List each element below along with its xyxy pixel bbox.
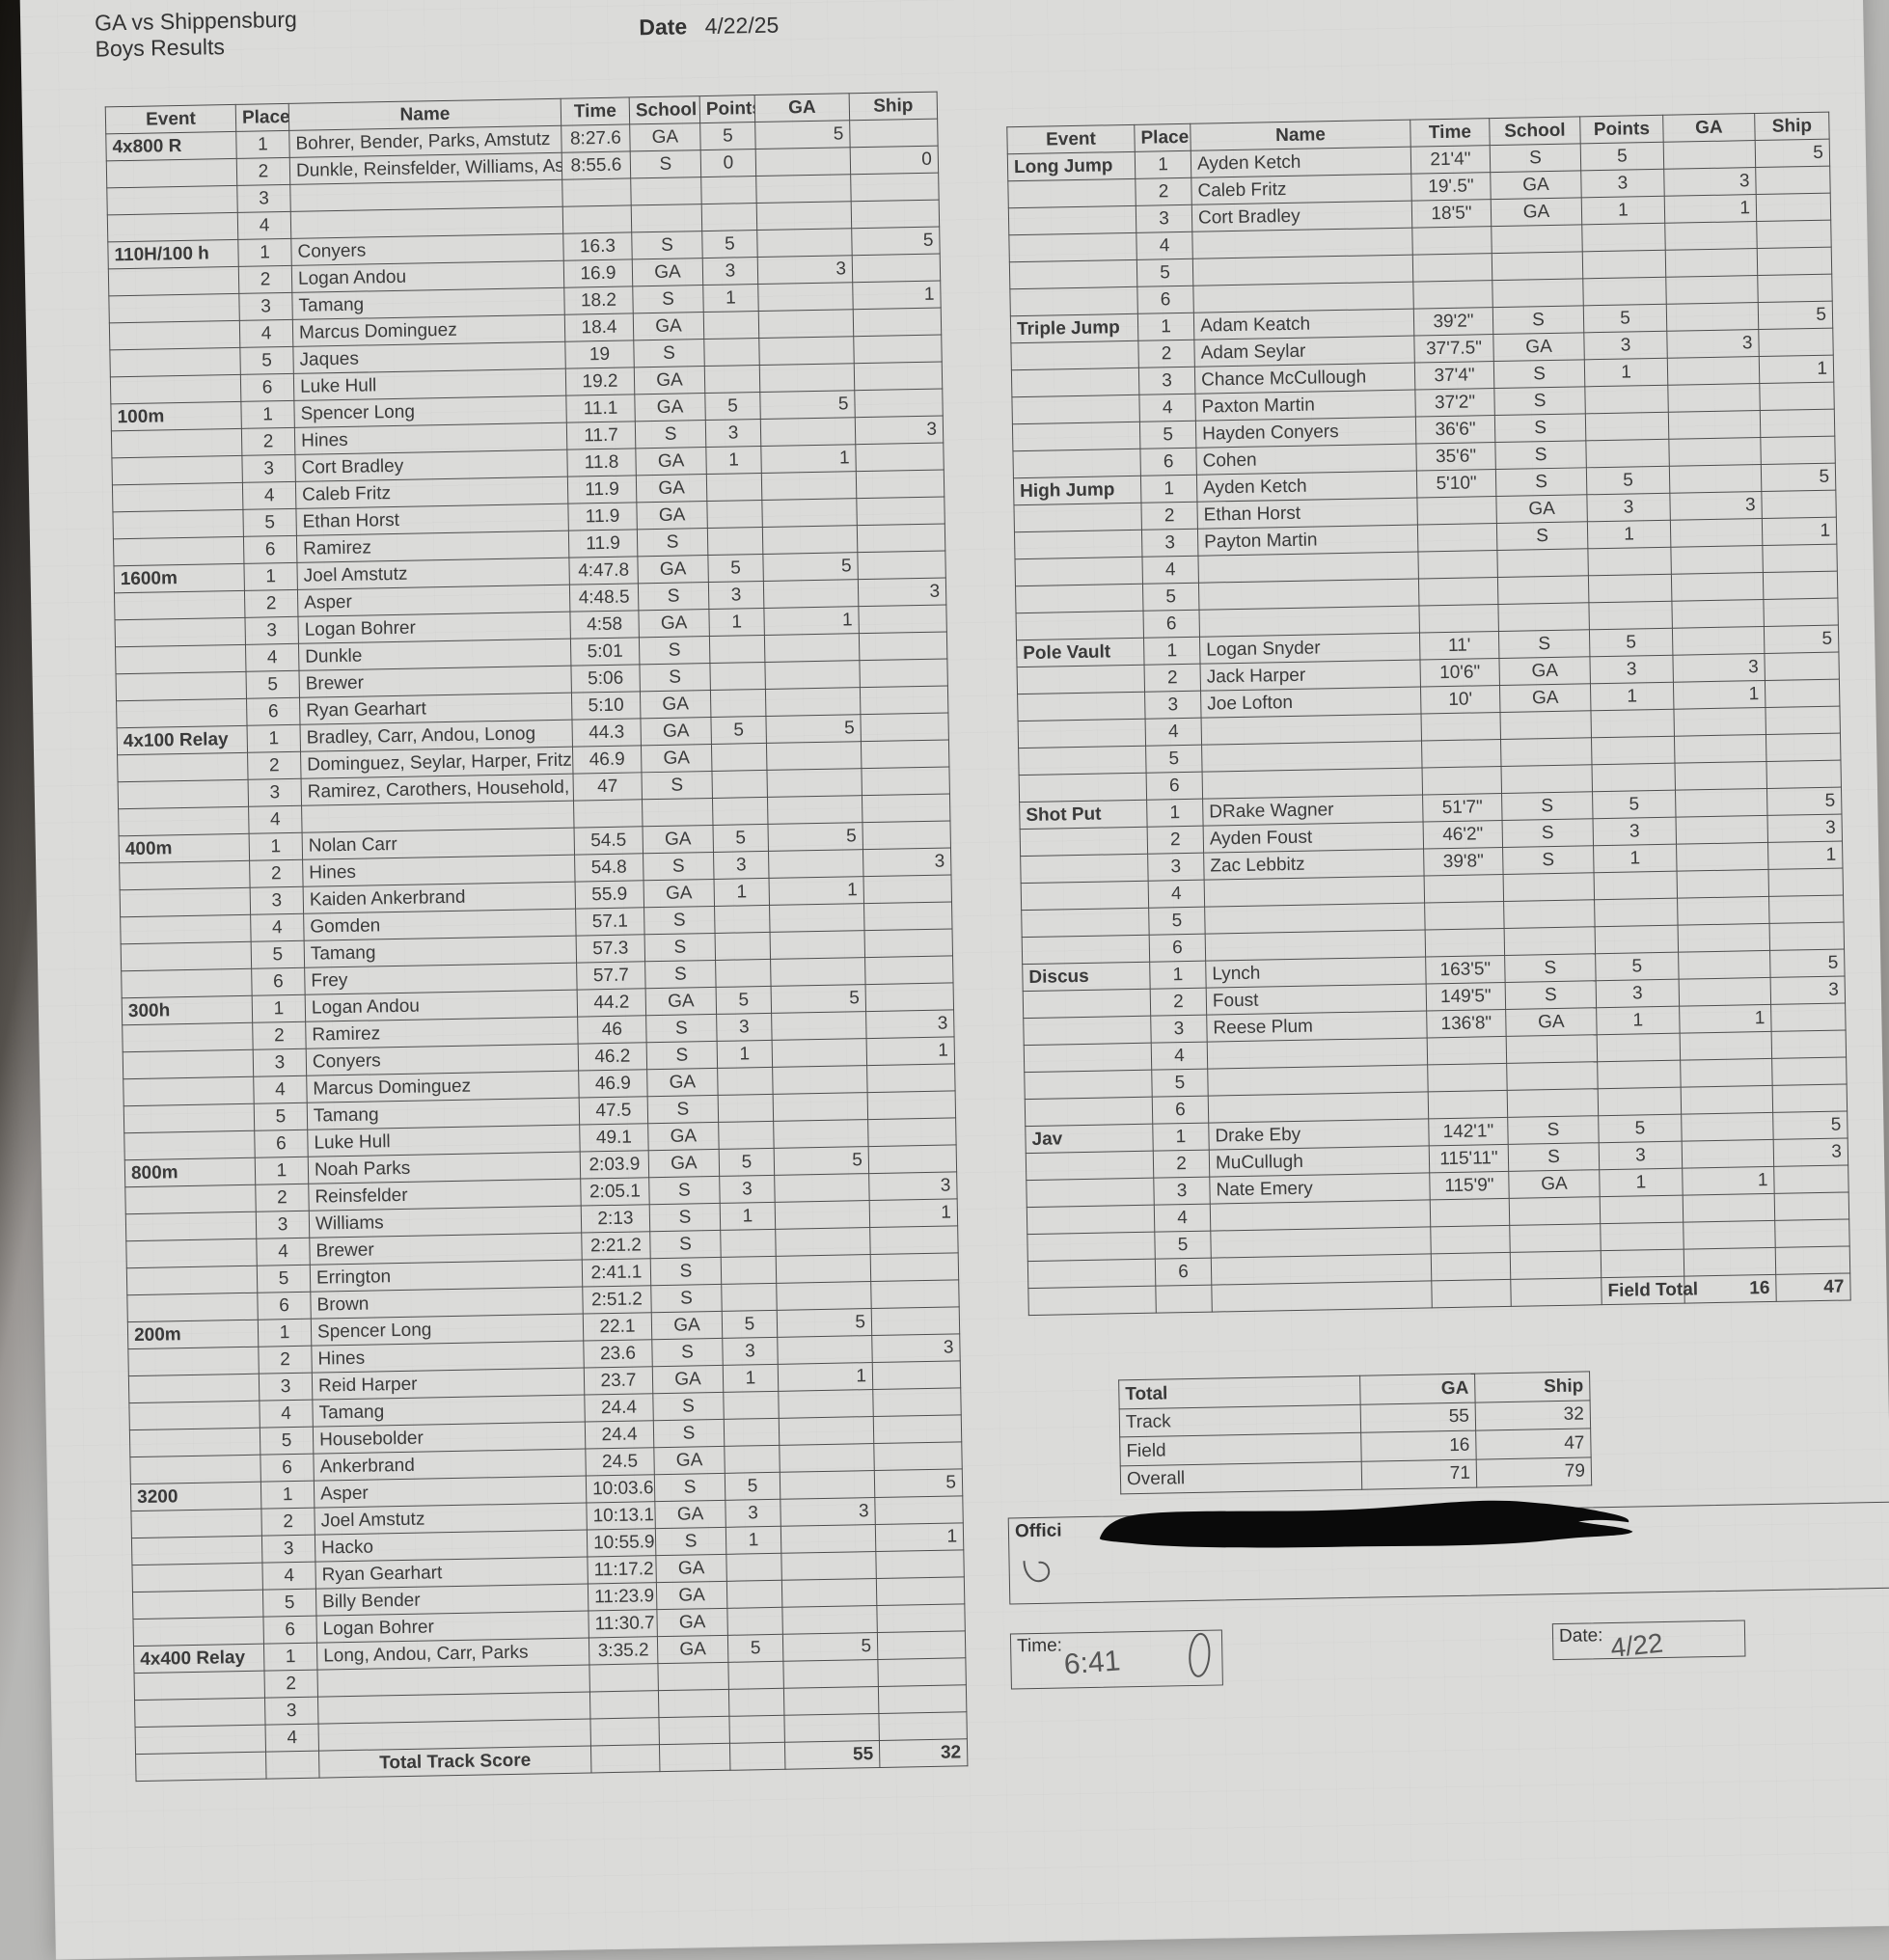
svg-text:4/22: 4/22 (1611, 1627, 1664, 1663)
svg-text:6:41: 6:41 (1064, 1645, 1121, 1680)
